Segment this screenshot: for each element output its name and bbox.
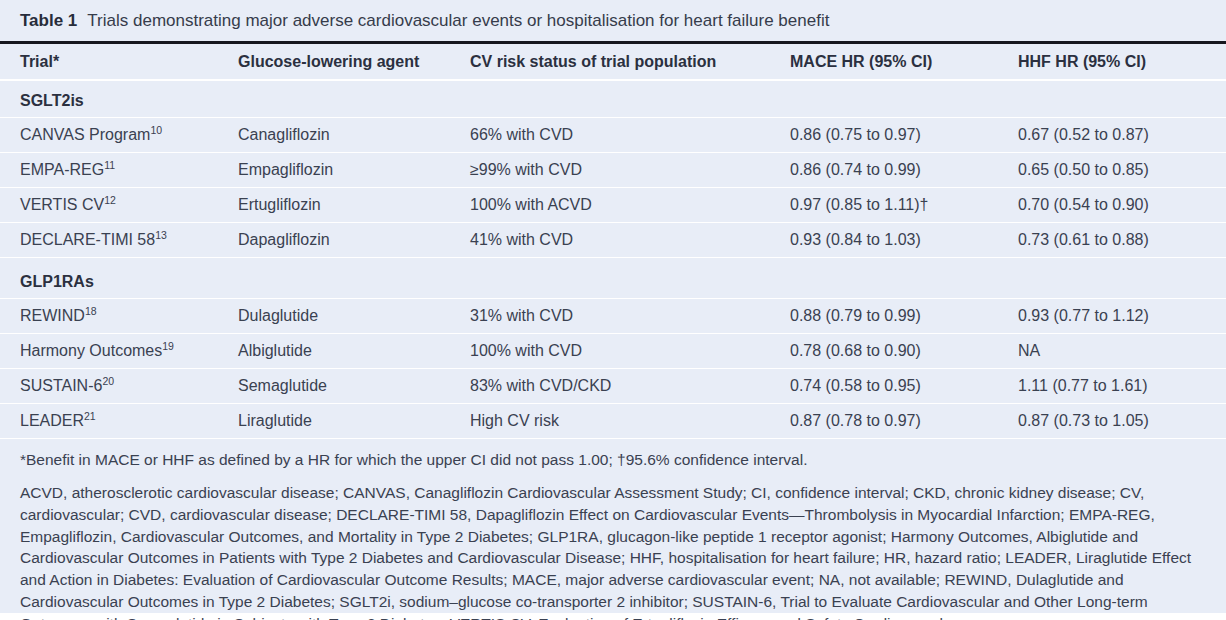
hhf-hr-cell: 0.73 (0.61 to 0.88) (1018, 223, 1226, 258)
hhf-hr-cell: 0.65 (0.50 to 0.85) (1018, 153, 1226, 188)
trial-name-cell: EMPA-REG11 (0, 153, 238, 188)
cv-risk-cell: 100% with CVD (470, 334, 790, 369)
column-header-mace-hr: MACE HR (95% CI) (790, 44, 1018, 80)
mace-hr-cell: 0.88 (0.79 to 0.99) (790, 299, 1018, 334)
trial-row: SUSTAIN-620Semaglutide83% with CVD/CKD0.… (0, 369, 1226, 404)
mace-hr-cell: 0.74 (0.58 to 0.95) (790, 369, 1018, 404)
trial-name-cell: SUSTAIN-620 (0, 369, 238, 404)
agent-cell: Ertugliflozin (238, 188, 470, 223)
trial-name-cell: CANVAS Program10 (0, 118, 238, 153)
section-header-row: SGLT2is (0, 80, 1226, 118)
agent-cell: Semaglutide (238, 369, 470, 404)
agent-cell: Empagliflozin (238, 153, 470, 188)
trial-name-cell: VERTIS CV12 (0, 188, 238, 223)
cv-risk-cell: 83% with CVD/CKD (470, 369, 790, 404)
column-header-agent: Glucose-lowering agent (238, 44, 470, 80)
cv-risk-cell: 100% with ACVD (470, 188, 790, 223)
trial-name-cell: REWIND18 (0, 299, 238, 334)
hhf-hr-cell: NA (1018, 334, 1226, 369)
section-header-row: GLP1RAs (0, 258, 1226, 299)
reference-superscript: 20 (102, 375, 114, 387)
mace-hr-cell: 0.86 (0.74 to 0.99) (790, 153, 1018, 188)
mace-hr-cell: 0.86 (0.75 to 0.97) (790, 118, 1018, 153)
trial-row: VERTIS CV12Ertugliflozin100% with ACVD0.… (0, 188, 1226, 223)
column-header-hhf-hr: HHF HR (95% CI) (1018, 44, 1226, 80)
table-title-text: Trials demonstrating major adverse cardi… (87, 11, 829, 30)
reference-superscript: 10 (150, 124, 162, 136)
mace-hr-cell: 0.93 (0.84 to 1.03) (790, 223, 1018, 258)
table-number-label: Table 1 (20, 11, 77, 30)
mace-hr-cell: 0.87 (0.78 to 0.97) (790, 404, 1018, 439)
mace-hr-cell: 0.97 (0.85 to 1.11)† (790, 188, 1018, 223)
page: Table 1 Trials demonstrating major advers… (0, 0, 1226, 620)
trial-row: LEADER21LiraglutideHigh CV risk0.87 (0.7… (0, 404, 1226, 439)
column-header-cv-risk: CV risk status of trial population (470, 44, 790, 80)
hhf-hr-cell: 0.70 (0.54 to 0.90) (1018, 188, 1226, 223)
abbreviations-paragraph: ACVD, atherosclerotic cardiovascular dis… (0, 470, 1226, 620)
reference-superscript: 21 (84, 410, 96, 422)
section-label: SGLT2is (0, 80, 1226, 118)
reference-superscript: 11 (104, 159, 115, 171)
mace-hr-cell: 0.78 (0.68 to 0.90) (790, 334, 1018, 369)
section-label: GLP1RAs (0, 258, 1226, 299)
hhf-hr-cell: 0.93 (0.77 to 1.12) (1018, 299, 1226, 334)
table-1-panel: Table 1 Trials demonstrating major advers… (0, 0, 1226, 613)
agent-cell: Canagliflozin (238, 118, 470, 153)
agent-cell: Dapagliflozin (238, 223, 470, 258)
agent-cell: Albiglutide (238, 334, 470, 369)
trial-row: DECLARE-TIMI 5813Dapagliflozin41% with C… (0, 223, 1226, 258)
cv-risk-cell: 66% with CVD (470, 118, 790, 153)
agent-cell: Liraglutide (238, 404, 470, 439)
trial-row: CANVAS Program10Canagliflozin66% with CV… (0, 118, 1226, 153)
column-header-trial: Trial* (0, 44, 238, 80)
hhf-hr-cell: 0.67 (0.52 to 0.87) (1018, 118, 1226, 153)
hhf-hr-cell: 1.11 (0.77 to 1.61) (1018, 369, 1226, 404)
trial-name-cell: Harmony Outcomes19 (0, 334, 238, 369)
trial-row: REWIND18Dulaglutide31% with CVD0.88 (0.7… (0, 299, 1226, 334)
trial-row: Harmony Outcomes19Albiglutide100% with C… (0, 334, 1226, 369)
table-title: Table 1 Trials demonstrating major advers… (0, 0, 1226, 44)
reference-superscript: 12 (104, 194, 116, 206)
cv-risk-cell: 31% with CVD (470, 299, 790, 334)
trial-row: EMPA-REG11Empagliflozin≥99% with CVD0.86… (0, 153, 1226, 188)
table-footnote: *Benefit in MACE or HHF as defined by a … (0, 439, 1226, 470)
trial-name-cell: DECLARE-TIMI 5813 (0, 223, 238, 258)
reference-superscript: 18 (85, 305, 97, 317)
hhf-hr-cell: 0.87 (0.73 to 1.05) (1018, 404, 1226, 439)
table-body: SGLT2isCANVAS Program10Canagliflozin66% … (0, 80, 1226, 439)
reference-superscript: 13 (155, 229, 167, 241)
trials-table: Trial* Glucose-lowering agent CV risk st… (0, 44, 1226, 439)
cv-risk-cell: High CV risk (470, 404, 790, 439)
cv-risk-cell: ≥99% with CVD (470, 153, 790, 188)
table-header-row: Trial* Glucose-lowering agent CV risk st… (0, 44, 1226, 80)
trial-name-cell: LEADER21 (0, 404, 238, 439)
agent-cell: Dulaglutide (238, 299, 470, 334)
cv-risk-cell: 41% with CVD (470, 223, 790, 258)
reference-superscript: 19 (162, 340, 174, 352)
